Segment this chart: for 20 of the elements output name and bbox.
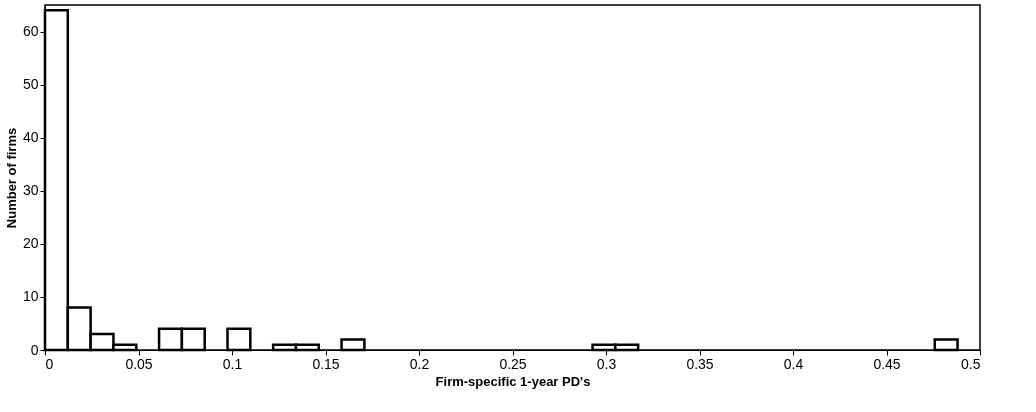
x-tick-label: 0.35 [686,355,714,372]
x-tick-label: 0.1 [222,355,243,372]
y-axis-title: Number of firms [3,127,19,229]
y-tick-label: 30 [22,182,39,199]
x-tick-label: 0.5 [961,355,981,372]
y-tick-label: 40 [22,129,39,146]
y-tick-label: 60 [22,23,39,40]
y-tick-label: 20 [22,235,39,252]
x-tick-label: 0.4 [783,355,804,372]
x-tick-label: 0.05 [125,355,153,372]
x-tick-label: 0.15 [312,355,340,372]
x-tick-label: 0.2 [409,355,430,372]
y-tick-label: 0 [30,341,39,358]
y-tick-label: 50 [22,76,39,93]
x-tick-label: 0.25 [499,355,527,372]
x-axis-title: Firm-specific 1-year PD's [435,373,591,389]
x-tick-label: 0.3 [596,355,617,372]
y-tick-label: 10 [22,288,39,305]
x-tick-label: 0 [45,355,54,372]
x-tick-label: 0.45 [873,355,901,372]
